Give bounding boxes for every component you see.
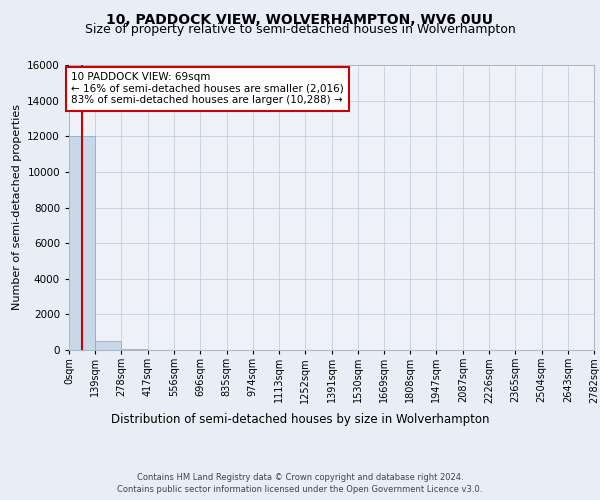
Y-axis label: Number of semi-detached properties: Number of semi-detached properties <box>11 104 22 310</box>
Text: 10, PADDOCK VIEW, WOLVERHAMPTON, WV6 0UU: 10, PADDOCK VIEW, WOLVERHAMPTON, WV6 0UU <box>107 12 493 26</box>
Text: Size of property relative to semi-detached houses in Wolverhampton: Size of property relative to semi-detach… <box>85 22 515 36</box>
Bar <box>121 349 148 350</box>
Bar <box>69 136 95 350</box>
Text: Contains public sector information licensed under the Open Government Licence v3: Contains public sector information licen… <box>118 485 482 494</box>
Bar <box>95 341 121 350</box>
Text: Distribution of semi-detached houses by size in Wolverhampton: Distribution of semi-detached houses by … <box>111 412 489 426</box>
Text: Contains HM Land Registry data © Crown copyright and database right 2024.: Contains HM Land Registry data © Crown c… <box>137 472 463 482</box>
Text: 10 PADDOCK VIEW: 69sqm
← 16% of semi-detached houses are smaller (2,016)
83% of : 10 PADDOCK VIEW: 69sqm ← 16% of semi-det… <box>71 72 344 106</box>
